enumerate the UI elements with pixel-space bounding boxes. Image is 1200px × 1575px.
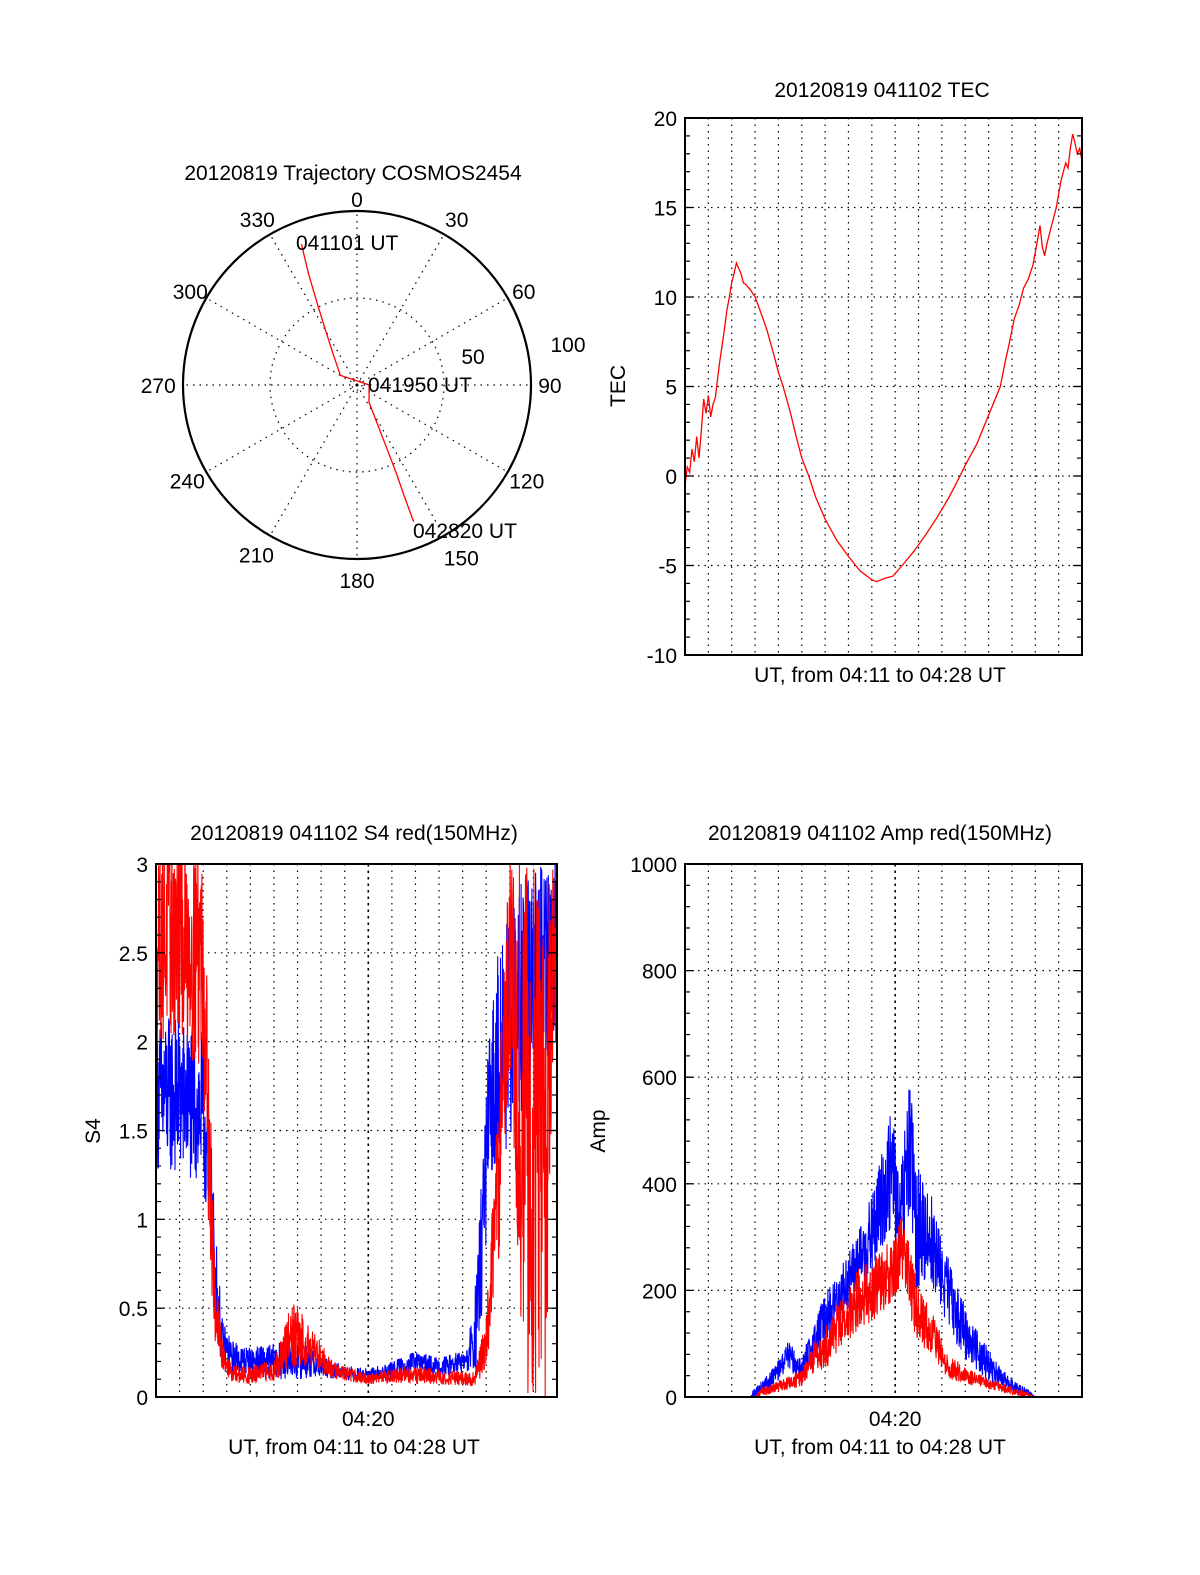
polar-azimuth-label: 270 (141, 375, 176, 398)
s4-x-tick-label: 04:20 (342, 1408, 395, 1431)
amp-panel: 20120819 041102 Amp red(150MHz) 0 200 400 6… (587, 822, 1083, 1459)
amp-y-tick-label: 800 (642, 961, 677, 984)
tec-title: 20120819 041102 TEC (774, 79, 989, 102)
polar-outer-circle (181, 209, 533, 561)
polar-azimuth-label: 180 (339, 570, 374, 593)
polar-series (300, 244, 415, 522)
amp-x-tick-label: 04:20 (869, 1408, 922, 1431)
polar-time-annotation: 041950 UT (368, 374, 472, 397)
tec-y-tick-label: 5 (665, 377, 677, 400)
polar-radial-label: 100 (550, 334, 585, 357)
amp-y-axis-label: Amp (587, 1109, 610, 1152)
tec-panel: 20120819 041102 TEC -10 -5 0 5 10 15 20 UT, fr… (607, 79, 1083, 687)
amp-plot-frame (684, 863, 1083, 1398)
tec-grid (685, 118, 1082, 655)
s4-ticks: 0 0.5 1 1.5 2 2.5 3 04:20 (119, 854, 557, 1431)
tec-y-tick-label: 20 (654, 108, 677, 131)
polar-azimuth-label: 120 (509, 471, 544, 494)
amp-x-axis-label: UT, from 04:11 to 04:28 UT (754, 1436, 1006, 1459)
s4-y-tick-label: 3 (136, 854, 148, 877)
tec-y-tick-label: -5 (658, 556, 677, 579)
amp-grid (685, 864, 1082, 1397)
polar-azimuth-label: 240 (170, 471, 205, 494)
polar-azimuth-label: 150 (444, 547, 479, 570)
polar-annotations: 041101 UT 041950 UT 042820 UT (296, 232, 517, 543)
tec-y-tick-label: 10 (654, 287, 677, 310)
tec-y-tick-label: -10 (647, 645, 677, 668)
polar-time-annotation: 042820 UT (413, 520, 517, 543)
s4-y-tick-label: 1.5 (119, 1121, 148, 1144)
polar-time-annotation: 041101 UT (296, 232, 399, 255)
s4-x-axis-label: UT, from 04:11 to 04:28 UT (228, 1436, 480, 1459)
s4-y-tick-label: 0 (136, 1387, 148, 1410)
s4-y-tick-label: 1 (136, 1209, 148, 1232)
polar-azimuth-label: 210 (239, 544, 274, 567)
polar-ring-gridline (269, 297, 445, 473)
polar-azimuth-labels: 0 30 60 90 120 150 180 210 240 270 300 330 (141, 189, 562, 593)
polar-azimuth-label: 300 (173, 281, 208, 304)
amp-y-tick-label: 0 (665, 1387, 677, 1410)
polar-center-ring (351, 379, 363, 391)
amp-y-tick-label: 200 (642, 1280, 677, 1303)
polar-azimuth-label: 0 (351, 189, 363, 212)
amp-y-tick-label: 1000 (630, 854, 677, 877)
polar-azimuth-label: 330 (240, 209, 275, 232)
s4-series (156, 864, 557, 1397)
s4-y-axis-label: S4 (82, 1118, 105, 1144)
tec-ticks: -10 -5 0 5 10 15 20 (647, 108, 1082, 668)
s4-panel: 20120819 041102 S4 red(150MHz) 0 0.5 1 1.5 2… (82, 822, 558, 1459)
tec-series (685, 133, 1082, 583)
amp-series-red (685, 1216, 1082, 1397)
amp-title: 20120819 041102 Amp red(150MHz) (708, 822, 1052, 845)
s4-y-tick-label: 2 (136, 1032, 148, 1055)
s4-y-tick-label: 0.5 (119, 1298, 148, 1321)
polar-azimuth-label: 30 (445, 209, 468, 232)
polar-title: 20120819 Trajectory COSMOS2454 (184, 162, 522, 185)
polar-azimuth-label: 90 (538, 375, 561, 398)
polar-azimuth-label: 60 (512, 281, 535, 304)
amp-y-tick-label: 600 (642, 1067, 677, 1090)
tec-x-axis-label: UT, from 04:11 to 04:28 UT (754, 664, 1006, 687)
polar-grid (183, 211, 531, 559)
s4-title: 20120819 041102 S4 red(150MHz) (190, 822, 518, 845)
tec-y-tick-label: 0 (665, 466, 677, 489)
s4-series-blue (156, 864, 557, 1384)
s4-series-red (156, 864, 557, 1397)
polar-trajectory-panel: 20120819 Trajectory COSMOS2454 0 30 60 90 12… (141, 162, 586, 593)
tec-y-axis-label: TEC (607, 365, 630, 407)
polar-radial-labels: 50 100 (461, 334, 585, 369)
tec-series-red (685, 133, 1082, 583)
amp-y-tick-label: 400 (642, 1174, 677, 1197)
polar-radial-label: 50 (461, 346, 484, 369)
s4-y-tick-label: 2.5 (119, 943, 148, 966)
polar-trajectory-line (300, 244, 415, 522)
amp-ticks: 0 200 400 600 800 1000 04:20 (630, 854, 1082, 1431)
tec-y-tick-label: 15 (654, 198, 677, 221)
